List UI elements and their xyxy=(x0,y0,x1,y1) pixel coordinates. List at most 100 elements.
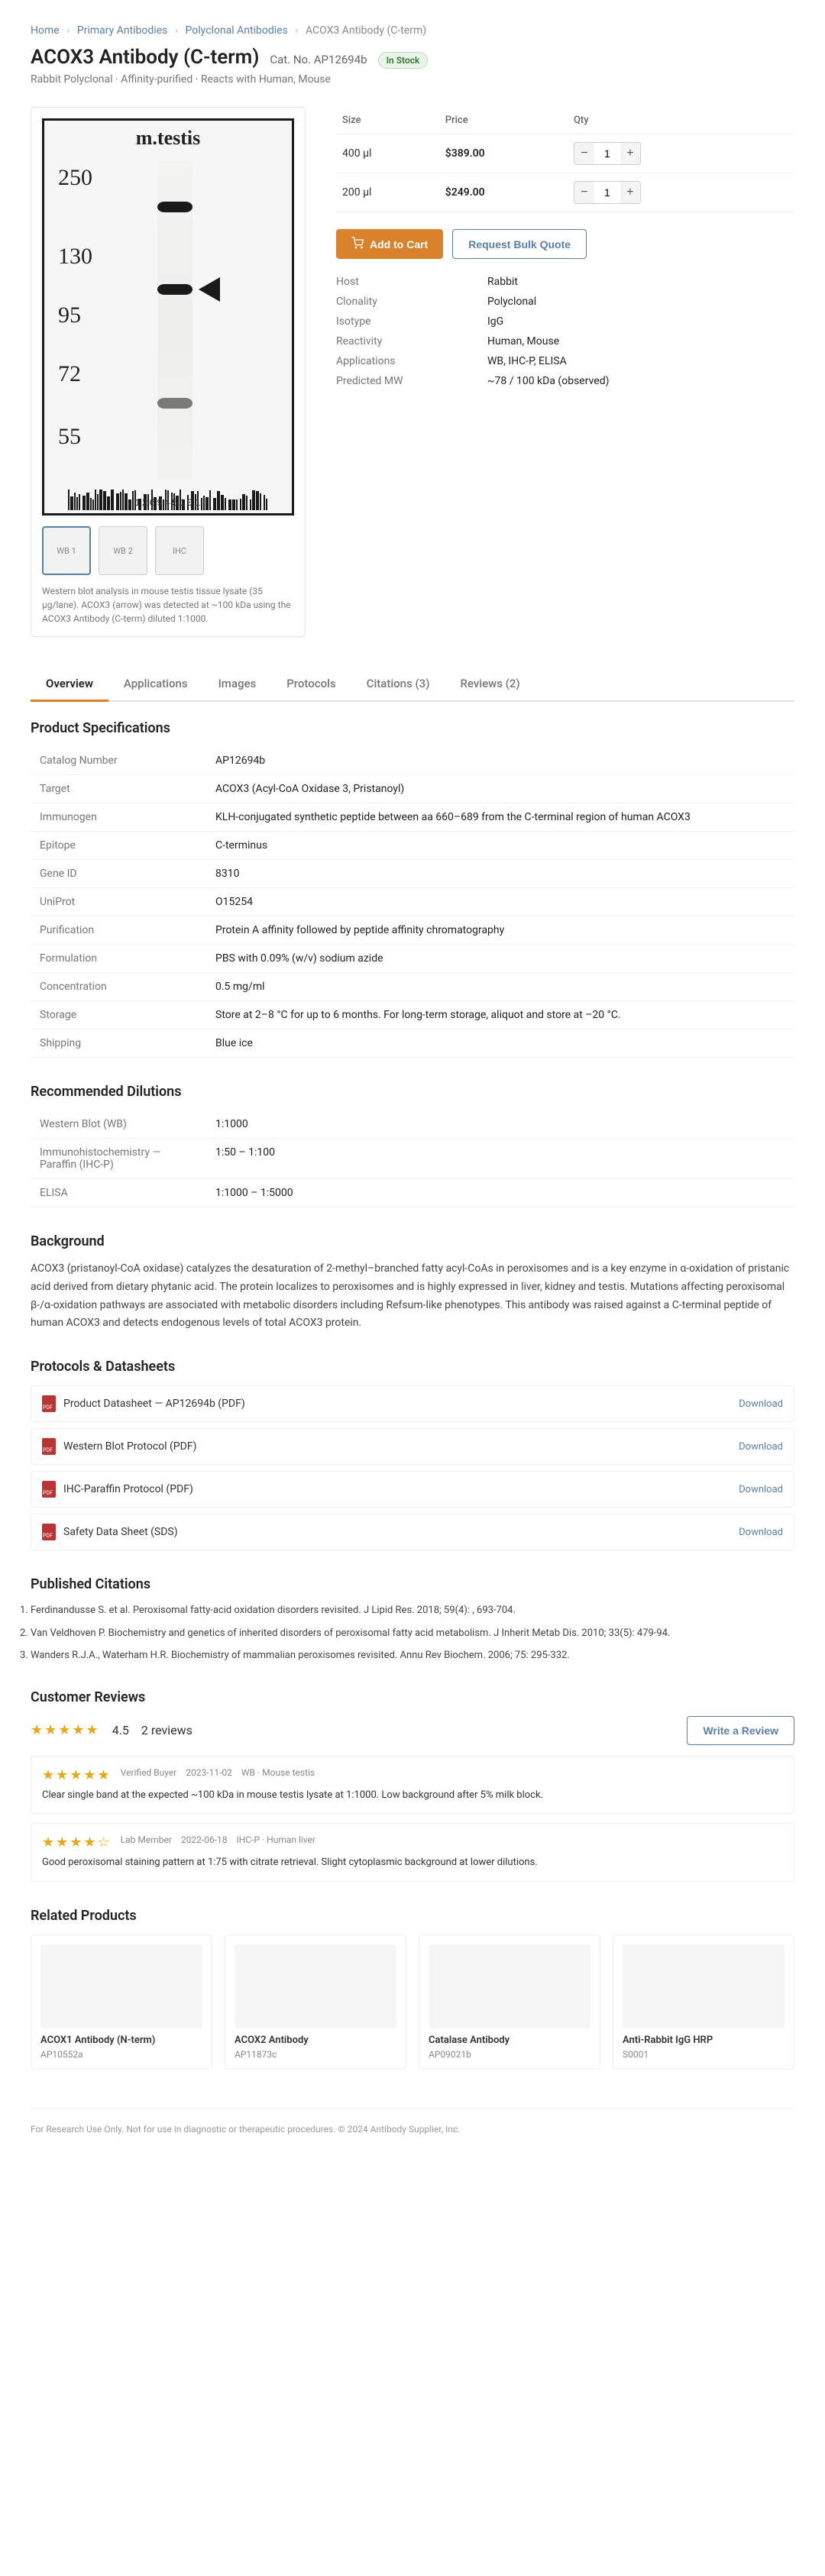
catalog-number: Cat. No. AP12694b xyxy=(270,53,367,66)
download-link[interactable]: Download xyxy=(739,1398,783,1410)
barcode-bar xyxy=(107,496,110,510)
quickfact-value: Rabbit xyxy=(487,276,794,288)
specs-heading: Product Specifications xyxy=(31,720,794,736)
image-panel: m.testis 126945101 250130957255 WB 1WB 2… xyxy=(31,107,306,637)
spec-row: UniProt O15254 xyxy=(31,888,794,916)
related-name: Catalase Antibody xyxy=(429,2035,590,2046)
add-to-cart-button[interactable]: Add to Cart xyxy=(336,229,443,259)
spec-key: Immunogen xyxy=(31,803,206,832)
mw-marker-label: 95 xyxy=(58,302,81,328)
request-quote-button[interactable]: Request Bulk Quote xyxy=(452,229,587,259)
spec-row: Epitope C-terminus xyxy=(31,832,794,860)
breadcrumb-home[interactable]: Home xyxy=(31,24,60,37)
sku-price: $249.00 xyxy=(439,173,568,212)
spec-value: Blue ice xyxy=(206,1029,794,1058)
specs-table: Catalog Number AP12694bTarget ACOX3 (Acy… xyxy=(31,747,794,1058)
tab-citations-3-[interactable]: Citations (3) xyxy=(351,667,445,702)
spec-key: Target xyxy=(31,775,206,803)
protocol-name-label: Safety Data Sheet (SDS) xyxy=(63,1526,178,1538)
barcode-bar xyxy=(252,490,255,510)
download-link[interactable]: Download xyxy=(739,1484,783,1495)
related-product-card[interactable]: ACOX1 Antibody (N-term) AP10552a xyxy=(31,1934,212,2070)
sku-size: 400 µl xyxy=(336,134,439,173)
related-image-placeholder xyxy=(40,1944,202,2028)
qty-input[interactable] xyxy=(594,182,620,203)
review-application: IHC-P · Human liver xyxy=(237,1834,315,1850)
related-product-card[interactable]: Anti-Rabbit IgG HRP S0001 xyxy=(613,1934,794,2070)
barcode-bar xyxy=(221,495,224,510)
qty-input[interactable] xyxy=(594,143,620,164)
quantity-stepper[interactable]: − + xyxy=(574,142,641,165)
quickfact-key: Applications xyxy=(336,355,474,367)
sku-header-row: SizePriceQty xyxy=(336,107,794,134)
qty-increment-button[interactable]: + xyxy=(620,143,640,164)
citations-heading: Published Citations xyxy=(31,1576,794,1592)
review-author: Verified Buyer xyxy=(121,1767,177,1783)
request-quote-label: Request Bulk Quote xyxy=(468,238,571,250)
mw-marker-label: 250 xyxy=(58,165,92,191)
related-image-placeholder xyxy=(429,1944,590,2028)
qty-decrement-button[interactable]: − xyxy=(574,182,594,203)
citation-item: Wanders R.J.A., Waterham H.R. Biochemist… xyxy=(31,1648,794,1663)
spec-value: AP12694b xyxy=(206,747,794,775)
target-band-arrow-icon xyxy=(199,277,220,302)
quickfact-key: Host xyxy=(336,276,474,288)
spec-key: Catalog Number xyxy=(31,747,206,775)
related-name: ACOX1 Antibody (N-term) xyxy=(40,2035,202,2046)
barcode-bar xyxy=(95,490,96,510)
page-title: ACOX3 Antibody (C-term) xyxy=(31,46,259,69)
related-product-card[interactable]: Catalase Antibody AP09021b xyxy=(419,1934,600,2070)
barcode-bar xyxy=(260,493,261,510)
tab-images[interactable]: Images xyxy=(203,667,272,702)
tab-overview[interactable]: Overview xyxy=(31,667,108,702)
review-date: 2023-11-02 xyxy=(186,1767,232,1783)
barcode-bar xyxy=(266,499,267,510)
reviews-heading: Customer Reviews xyxy=(31,1689,794,1705)
image-thumbnail[interactable]: WB 2 xyxy=(99,526,147,575)
quickfact-key: Predicted MW xyxy=(336,375,474,387)
image-thumbnail[interactable]: WB 1 xyxy=(42,526,91,575)
sku-row: 400 µl $389.00 − + xyxy=(336,134,794,173)
tab-protocols[interactable]: Protocols xyxy=(271,667,351,702)
quantity-stepper[interactable]: − + xyxy=(574,181,641,204)
barcode-bar xyxy=(116,493,119,510)
spec-value: PBS with 0.09% (w/v) sodium azide xyxy=(206,945,794,973)
spec-key: Formulation xyxy=(31,945,206,973)
review-card: ★★★★☆ Lab Member 2022-06-18 IHC-P · Huma… xyxy=(31,1823,794,1882)
image-thumbnail[interactable]: IHC xyxy=(155,526,204,575)
review-author: Lab Member xyxy=(121,1834,172,1850)
application-dilution: 1:1000 xyxy=(206,1110,794,1139)
breadcrumb-cat1[interactable]: Primary Antibodies xyxy=(77,24,167,37)
wb-band xyxy=(157,284,192,295)
barcode-bar xyxy=(90,498,92,510)
applications-heading: Recommended Dilutions xyxy=(31,1084,794,1100)
write-review-button[interactable]: Write a Review xyxy=(687,1716,794,1745)
barcode-bar xyxy=(232,499,235,510)
related-catno: AP10552a xyxy=(40,2049,202,2060)
sku-col-header: Price xyxy=(439,107,568,134)
spec-row: Catalog Number AP12694b xyxy=(31,747,794,775)
barcode-bar xyxy=(111,490,114,510)
protocol-item: Product Datasheet — AP12694b (PDF) Downl… xyxy=(31,1385,794,1422)
qty-decrement-button[interactable]: − xyxy=(574,143,594,164)
barcode-bar xyxy=(76,497,78,510)
tab-reviews-2-[interactable]: Reviews (2) xyxy=(445,667,535,702)
breadcrumb-cat2[interactable]: Polyclonal Antibodies xyxy=(186,24,288,37)
protocol-item: Western Blot Protocol (PDF) Download xyxy=(31,1428,794,1465)
barcode-bar xyxy=(209,490,211,510)
tab-applications[interactable]: Applications xyxy=(108,667,203,702)
application-dilution: 1:50 – 1:100 xyxy=(206,1139,794,1179)
download-link[interactable]: Download xyxy=(739,1527,783,1538)
review-date: 2022-06-18 xyxy=(181,1834,228,1850)
wb-band xyxy=(157,202,192,212)
background-heading: Background xyxy=(31,1233,794,1249)
barcode-bar xyxy=(70,496,73,510)
barcode-bar xyxy=(97,494,99,510)
barcode-bar xyxy=(246,496,247,510)
write-review-label: Write a Review xyxy=(703,1724,778,1737)
mw-marker-label: 55 xyxy=(58,424,81,450)
spec-value: Store at 2–8 °C for up to 6 months. For … xyxy=(206,1001,794,1029)
qty-increment-button[interactable]: + xyxy=(620,182,640,203)
related-product-card[interactable]: ACOX2 Antibody AP11873c xyxy=(225,1934,406,2070)
download-link[interactable]: Download xyxy=(739,1441,783,1453)
